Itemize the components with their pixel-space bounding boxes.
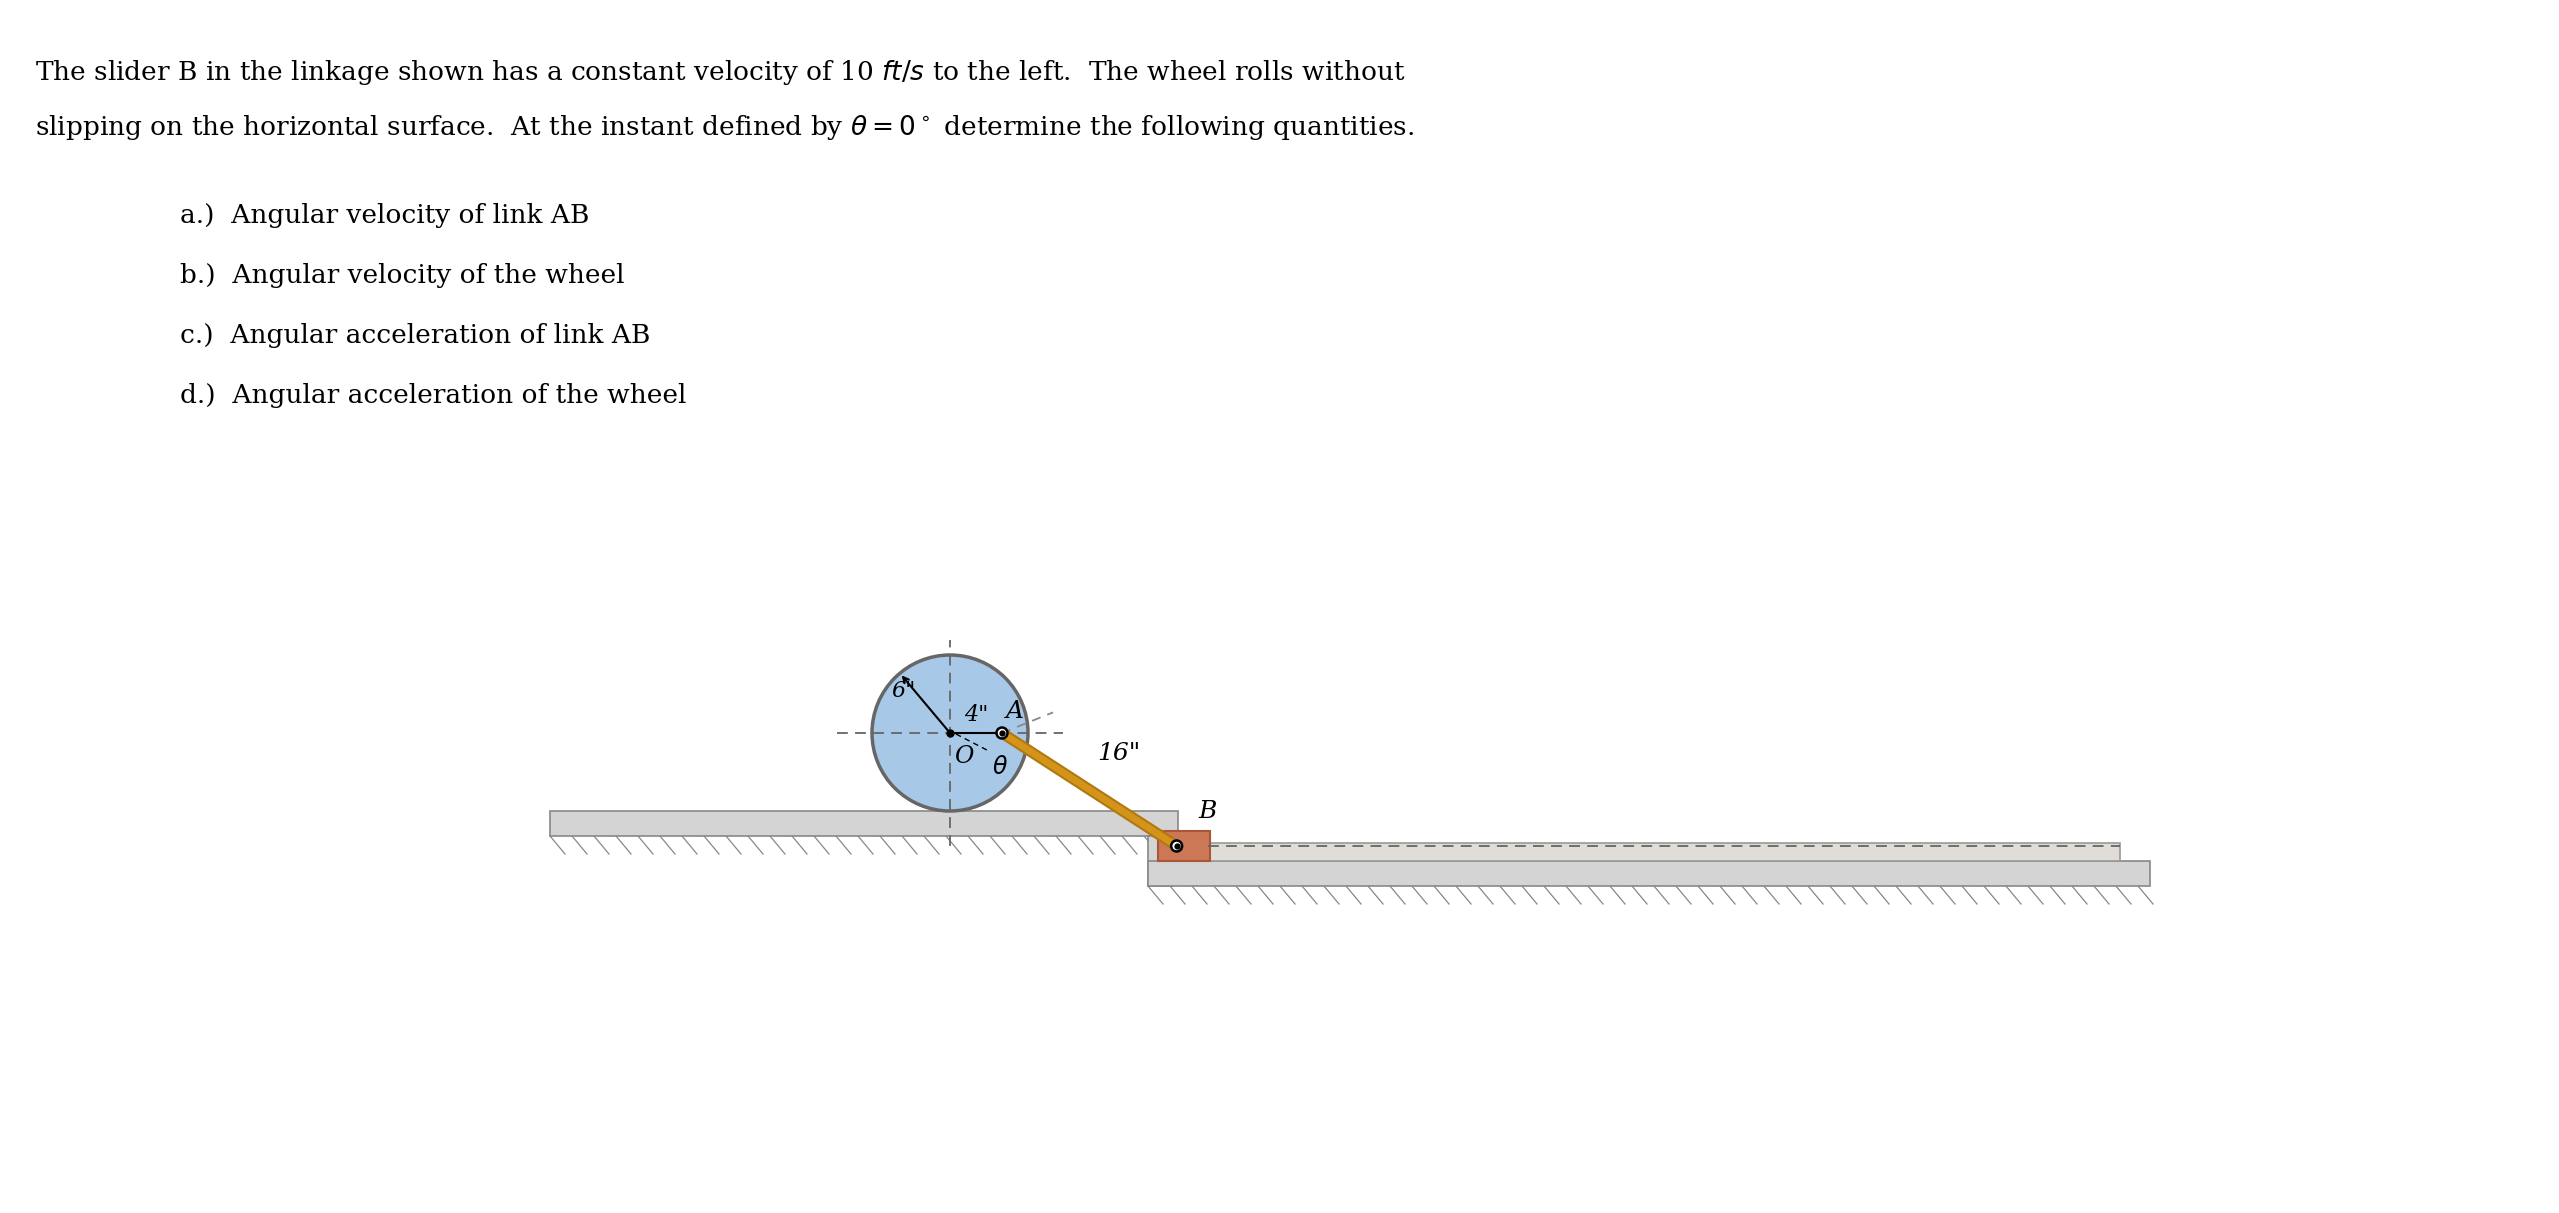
Text: slipping on the horizontal surface.  At the instant defined by $\theta = 0^\circ: slipping on the horizontal surface. At t… bbox=[36, 113, 1415, 142]
Text: d.)  Angular acceleration of the wheel: d.) Angular acceleration of the wheel bbox=[179, 383, 686, 408]
Text: A: A bbox=[1006, 700, 1024, 723]
Circle shape bbox=[995, 728, 1008, 739]
Text: B: B bbox=[1198, 801, 1218, 822]
Text: The slider B in the linkage shown has a constant velocity of 10 $ft/s$ to the le: The slider B in the linkage shown has a … bbox=[36, 58, 1405, 87]
Polygon shape bbox=[550, 811, 1177, 836]
Text: $\theta$: $\theta$ bbox=[993, 756, 1008, 779]
Text: 4": 4" bbox=[965, 704, 988, 727]
Polygon shape bbox=[1159, 831, 1210, 861]
Text: b.)  Angular velocity of the wheel: b.) Angular velocity of the wheel bbox=[179, 263, 624, 287]
Polygon shape bbox=[1001, 729, 1180, 850]
Circle shape bbox=[1172, 841, 1182, 852]
Text: O: O bbox=[955, 745, 972, 768]
Circle shape bbox=[873, 655, 1029, 811]
Polygon shape bbox=[1149, 861, 2150, 885]
Text: c.)  Angular acceleration of link AB: c.) Angular acceleration of link AB bbox=[179, 323, 650, 348]
Polygon shape bbox=[1149, 836, 1172, 885]
Polygon shape bbox=[1208, 843, 2119, 861]
Text: 6": 6" bbox=[891, 680, 916, 702]
Text: a.)  Angular velocity of link AB: a.) Angular velocity of link AB bbox=[179, 203, 589, 228]
Text: 16": 16" bbox=[1098, 741, 1141, 764]
